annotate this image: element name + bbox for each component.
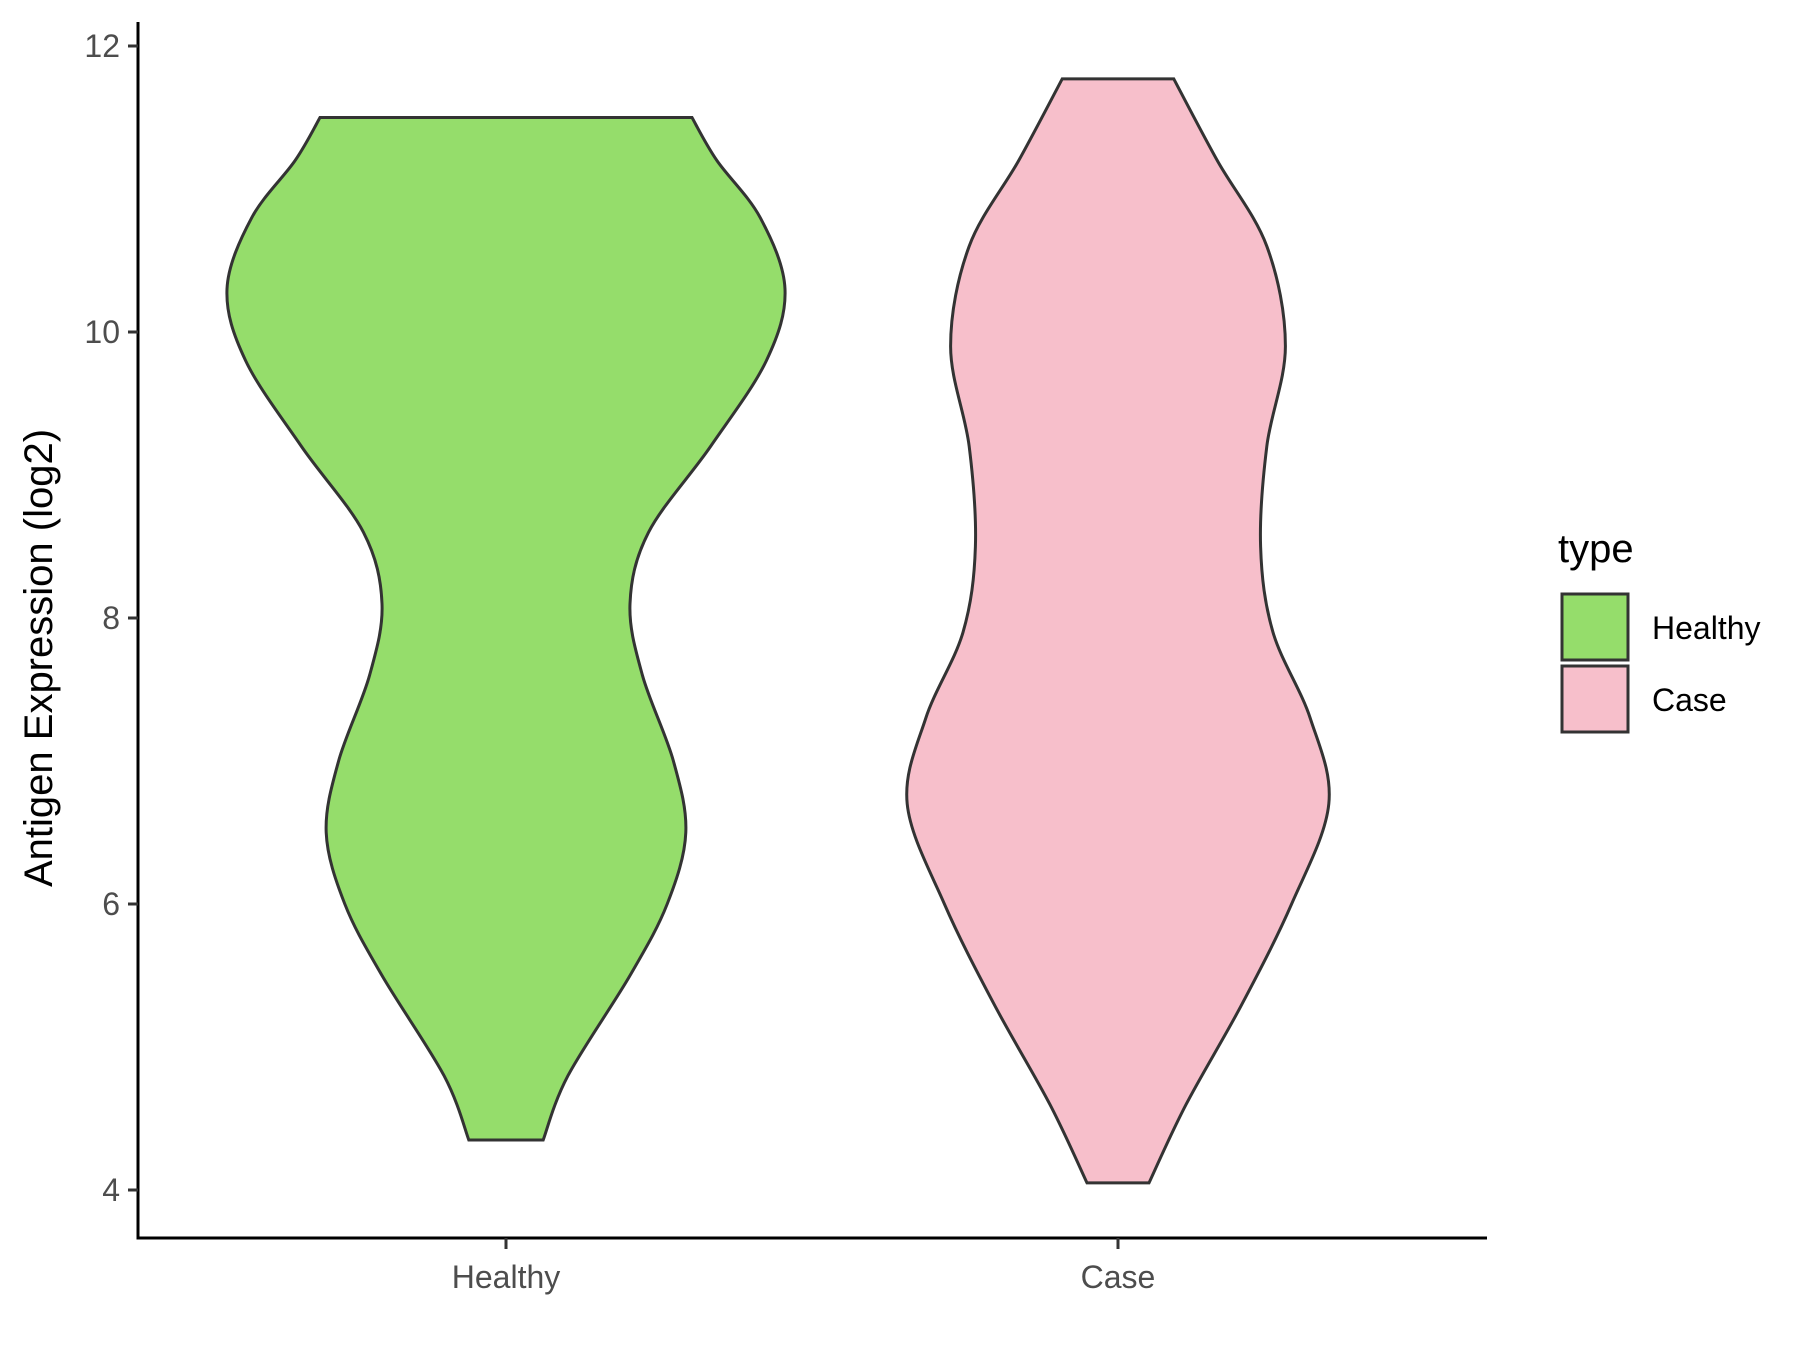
legend-label-healthy: Healthy: [1652, 610, 1761, 646]
legend-label-case: Case: [1652, 682, 1727, 718]
y-tick-label: 12: [84, 28, 120, 64]
x-tick-label: Case: [1081, 1259, 1156, 1295]
y-tick-label: 10: [84, 314, 120, 350]
legend-title: type: [1558, 527, 1634, 571]
x-axis-ticks: Healthy Case: [452, 1238, 1156, 1295]
y-axis-ticks: 4 6 8 10 12: [84, 28, 138, 1208]
y-tick-label: 6: [102, 886, 120, 922]
axis-lines: [136, 22, 1487, 1240]
legend-key-case: [1560, 664, 1630, 734]
legend: type Healthy Case: [1558, 527, 1761, 734]
violin-layer: [225, 77, 1331, 1185]
violin-case: [905, 77, 1331, 1185]
legend-key-healthy: [1560, 592, 1630, 662]
violin-healthy: [225, 116, 787, 1142]
y-tick-label: 4: [102, 1172, 120, 1208]
x-tick-label: Healthy: [452, 1259, 561, 1295]
y-axis-title: Antigen Expression (log2): [17, 429, 61, 887]
y-tick-label: 8: [102, 600, 120, 636]
